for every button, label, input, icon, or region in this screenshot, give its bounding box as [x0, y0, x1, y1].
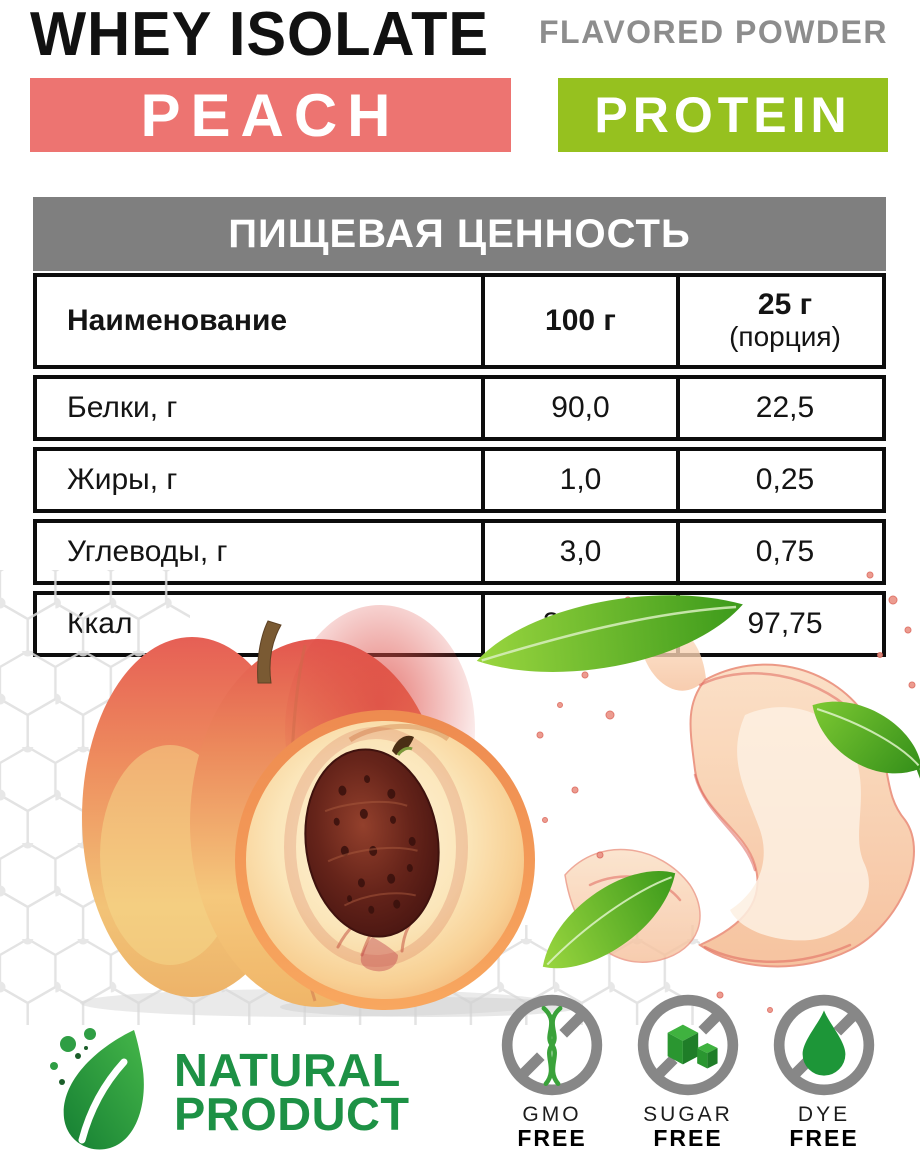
- peach-with-half-image: [82, 605, 475, 1007]
- no-gmo-dna-icon: [501, 994, 603, 1096]
- row-serving: 97,75: [676, 595, 890, 653]
- table-row: Углеводы, г 3,0 0,75: [33, 519, 886, 585]
- row-serving: 22,5: [676, 379, 890, 437]
- row-name: Белки, г: [67, 391, 178, 424]
- badge-label: GMO: [522, 1103, 582, 1126]
- column-header-serving: 25 г (порция): [676, 277, 890, 365]
- row-per100: 1,0: [481, 451, 676, 509]
- row-per100: 90,0: [481, 379, 676, 437]
- badge-label: SUGAR: [643, 1103, 733, 1126]
- product-type-subtitle: FLAVORED POWDER: [538, 14, 888, 50]
- badge-sublabel: FREE: [517, 1125, 587, 1151]
- flavor-banner: PEACH: [30, 78, 511, 152]
- badge-sublabel: FREE: [653, 1125, 723, 1151]
- dye-free-badge: DYE FREE: [768, 992, 880, 1151]
- table-header-row: Наименование 100 г 25 г (порция): [33, 273, 886, 369]
- leaf-logo-icon: [50, 1028, 144, 1150]
- row-serving: 0,75: [676, 523, 890, 581]
- header: WHEY ISOLATE FLAVORED POWDER: [30, 0, 888, 69]
- green-leaf-icon: [542, 871, 676, 969]
- table-row: Ккал 391,0 97,75: [33, 591, 886, 657]
- logo-line2: PRODUCT: [174, 1088, 410, 1140]
- half-peach-image: [235, 710, 535, 1010]
- row-name: Углеводы, г: [67, 535, 228, 568]
- badge-label: DYE: [797, 1103, 851, 1126]
- banner-row: PEACH PROTEIN: [30, 78, 888, 152]
- logo-text: NATURAL PRODUCT: [174, 1044, 410, 1140]
- natural-product-logo: NATURAL PRODUCT: [38, 1022, 409, 1154]
- sugar-free-badge: SUGAR FREE: [632, 992, 744, 1151]
- no-sugar-cubes-icon: [637, 994, 739, 1096]
- category-banner: PROTEIN: [558, 78, 888, 152]
- serving-amount: 25 г: [757, 288, 813, 321]
- row-name: Ккал: [67, 607, 133, 640]
- gmo-free-badge: GMO FREE: [496, 992, 608, 1151]
- nutrition-table: ПИЩЕВАЯ ЦЕННОСТЬ Наименование 100 г 25 г…: [33, 197, 886, 657]
- nutrition-table-title: ПИЩЕВАЯ ЦЕННОСТЬ: [33, 197, 886, 271]
- serving-note: (порция): [729, 321, 841, 352]
- free-badges: GMO FREE SUGAR FREE: [496, 992, 880, 1151]
- column-header-name: Наименование: [67, 304, 288, 337]
- badge-sublabel: FREE: [789, 1125, 859, 1151]
- row-per100: 391,0: [481, 595, 676, 653]
- logo-line1: NATURAL: [174, 1044, 401, 1096]
- peach-shadow: [80, 989, 550, 1017]
- table-row: Белки, г 90,0 22,5: [33, 375, 886, 441]
- row-serving: 0,25: [676, 451, 890, 509]
- column-header-per100: 100 г: [481, 277, 676, 365]
- row-name: Жиры, г: [67, 463, 178, 496]
- no-dye-drop-icon: [773, 994, 875, 1096]
- product-line-title: WHEY ISOLATE: [30, 0, 490, 69]
- table-row: Жиры, г 1,0 0,25: [33, 447, 886, 513]
- row-per100: 3,0: [481, 523, 676, 581]
- green-leaf-icon: [812, 701, 920, 783]
